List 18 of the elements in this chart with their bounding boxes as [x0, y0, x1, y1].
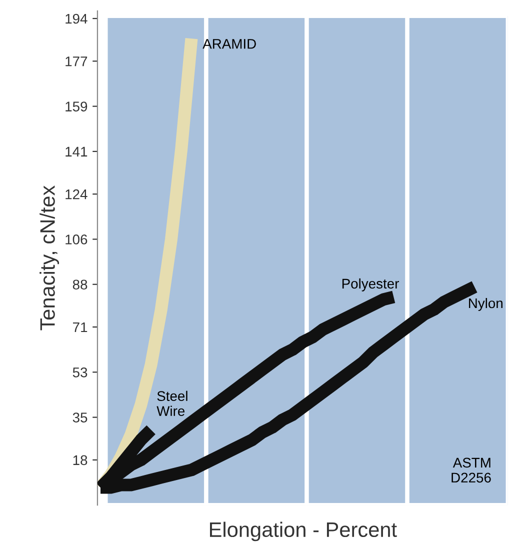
annotation: ASTM D2256 — [452, 458, 491, 483]
series-label: ARAMID — [202, 39, 256, 49]
y-tick-label: 35 — [72, 412, 88, 422]
y-tick-label: 159 — [66, 102, 88, 112]
y-tick-label: 194 — [66, 14, 88, 24]
y-tick-label: 177 — [66, 56, 88, 66]
y-tick-label: 141 — [66, 146, 88, 156]
x-axis-title: Elongation - Percent — [210, 522, 397, 542]
y-tick-label: 53 — [72, 367, 88, 378]
y-tick-label: 88 — [72, 280, 88, 290]
y-axis-title: Tenacity, cN/tex — [40, 186, 60, 330]
series-label: Polyester — [342, 278, 399, 292]
y-tick-label: 71 — [73, 322, 88, 332]
y-tick-label: 18 — [73, 455, 88, 466]
y-tick-label: 106 — [66, 234, 88, 244]
series-label: Nylon — [469, 298, 502, 311]
y-tick-label: 124 — [66, 189, 88, 200]
series-label: Steel Wire — [156, 390, 188, 416]
